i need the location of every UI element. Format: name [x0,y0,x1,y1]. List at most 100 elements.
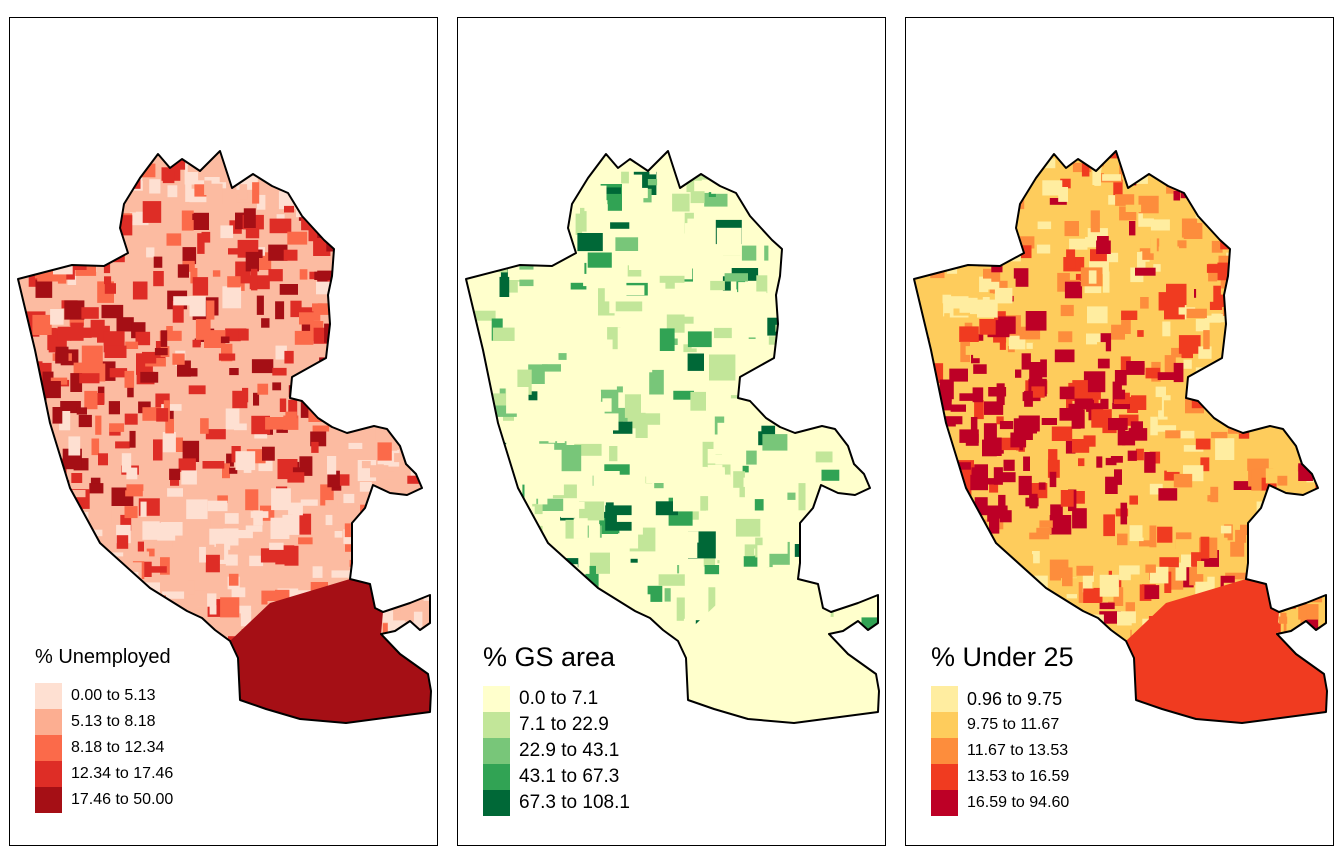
area-cell [1211,240,1223,253]
area-cell [912,724,921,738]
area-cell [268,269,283,282]
area-cell [930,205,952,215]
area-cell [801,286,820,305]
area-cell [191,724,206,741]
area-cell [478,542,500,571]
area-cell [271,488,291,511]
area-cell [778,303,803,311]
area-cell [81,307,99,319]
area-cell [104,345,127,358]
area-cell [126,620,134,638]
area-cell [1318,388,1327,397]
area-cell [113,171,128,191]
area-cell [78,613,95,622]
area-cell [380,230,401,250]
area-cell [639,151,647,163]
area-cell [794,544,823,557]
area-cell [841,390,848,401]
area-cell [1254,279,1271,292]
area-cell [773,376,788,400]
legend-swatch [35,735,62,761]
area-cell [516,206,528,223]
area-cell [1198,346,1212,359]
legend-swatch [35,709,62,735]
area-cell [226,453,234,467]
area-cell [1255,523,1265,538]
area-cell [202,461,225,469]
area-cell [68,436,81,456]
area-cell [858,497,879,518]
area-cell [822,523,838,534]
area-cell [759,177,785,189]
area-cell [1225,572,1247,580]
area-cell [25,469,33,480]
area-cell [740,183,761,201]
area-cell [917,410,933,430]
area-cell [822,151,838,161]
area-cell [1114,370,1127,386]
area-cell [1025,590,1032,600]
area-cell [798,483,806,511]
area-cell [850,726,858,749]
area-cell [519,237,531,256]
area-cell [1072,508,1087,529]
area-cell [1031,386,1045,398]
area-cell [659,328,675,351]
area-cell [1309,173,1325,183]
area-cell [831,264,859,287]
area-cell [517,189,534,207]
area-cell [630,556,640,563]
area-cell [378,304,392,315]
area-cell [421,162,431,178]
area-cell [748,339,764,367]
region-outline [913,150,1328,724]
area-cell [331,353,342,370]
area-cell [647,179,662,186]
area-cell [1086,333,1108,345]
area-cell [1270,265,1278,280]
area-cell [1218,255,1230,270]
area-cell [1323,478,1327,486]
area-cell [591,360,598,378]
area-cell [821,335,836,363]
area-cell [262,446,275,461]
area-cell [704,565,720,575]
area-cell [473,182,487,195]
area-cell [1258,327,1277,337]
area-cell [683,618,696,630]
area-cell [36,229,49,247]
area-cell [409,537,429,559]
area-cell [925,501,946,512]
area-cell [636,331,655,359]
area-cell [1215,438,1235,460]
area-cell [1004,172,1023,184]
area-cell [1153,264,1161,272]
area-cell [345,544,353,552]
area-cell [715,454,737,465]
area-cell [630,704,647,718]
area-cell [50,600,59,615]
area-cell [925,512,940,525]
area-cell [471,263,479,277]
area-cell [827,559,836,576]
area-cell [914,370,926,390]
area-cell [1114,725,1135,743]
area-cell [1229,376,1241,393]
area-cell [1139,540,1153,547]
area-cell [124,506,138,519]
area-cell [1110,535,1121,554]
legend-row: 5.13 to 8.18 [35,709,173,735]
area-cell [990,243,1007,259]
area-cell [756,275,768,294]
area-cell [166,326,173,333]
area-cell [956,494,970,510]
area-cell [28,544,46,555]
area-cell [205,554,220,573]
area-cell [587,252,612,268]
area-cell [43,589,53,596]
area-cell [1318,352,1327,359]
area-cell [384,401,398,415]
area-cell [628,551,639,559]
area-cell [687,331,712,348]
area-cell [1277,720,1287,723]
